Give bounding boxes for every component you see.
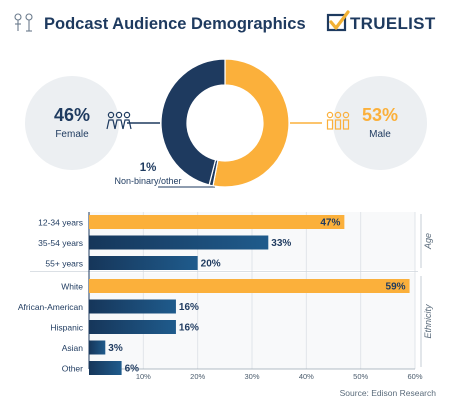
x-tick-label: 60%	[407, 372, 422, 381]
page-title: Podcast Audience Demographics	[44, 15, 306, 33]
bar-chart: 10% 20% 30% 40% 50% 60% Age 12-34 years 47% 35-54…	[18, 212, 433, 381]
category-label: 55+ years	[45, 259, 83, 269]
donut-chart	[160, 58, 290, 188]
x-tick-label: 30%	[244, 372, 259, 381]
category-label: African-American	[18, 302, 83, 312]
category-label: 12-34 years	[38, 218, 83, 228]
male-label: Male	[369, 129, 391, 140]
bar-african-american	[89, 299, 176, 314]
bar-value-label: 59%	[386, 282, 406, 293]
male-circle	[333, 76, 427, 170]
x-tick-label: 50%	[353, 372, 368, 381]
category-label: 35-54 years	[38, 238, 83, 248]
group-label-age: Age	[423, 233, 433, 250]
gender-icon	[14, 13, 33, 32]
source-note: Source: Edison Research	[340, 388, 437, 398]
bar-hispanic	[89, 320, 176, 334]
category-label: Asian	[62, 343, 84, 353]
donut-slice-male	[212, 58, 290, 188]
female-value: 46%	[54, 105, 90, 125]
donut-slice-female	[160, 58, 226, 186]
bar-value-label: 6%	[125, 364, 140, 375]
category-label: Other	[62, 364, 83, 374]
male-value: 53%	[362, 105, 398, 125]
male-group-icon	[326, 111, 350, 130]
bar-35-54-years	[89, 235, 269, 250]
checkmark-logo-icon	[326, 10, 350, 32]
x-tick-label: 20%	[190, 372, 205, 381]
bar-white	[89, 279, 410, 293]
bar-value-label: 16%	[179, 302, 199, 313]
bar-value-label: 33%	[271, 238, 291, 249]
bar-55-years	[89, 256, 198, 270]
bar-other	[89, 361, 122, 375]
x-tick-label: 10%	[136, 372, 151, 381]
female-circle	[25, 76, 119, 170]
bar-value-label: 47%	[320, 218, 340, 229]
brand-logo: TRUELIST	[350, 14, 436, 33]
nonbinary-value: 1%	[140, 162, 157, 174]
bar-value-label: 20%	[201, 259, 221, 270]
x-tick-label: 40%	[299, 372, 314, 381]
bar-value-label: 16%	[179, 323, 199, 334]
bar-value-label: 3%	[108, 343, 123, 354]
bar-12-34-years	[89, 215, 345, 229]
female-group-icon	[106, 111, 132, 130]
nonbinary-label: Non-binary/other	[114, 176, 181, 186]
category-label: White	[61, 282, 83, 292]
bar-asian	[89, 340, 106, 355]
category-label: Hispanic	[50, 323, 83, 333]
female-label: Female	[55, 129, 89, 140]
group-label-ethnicity: Ethnicity	[423, 304, 433, 339]
